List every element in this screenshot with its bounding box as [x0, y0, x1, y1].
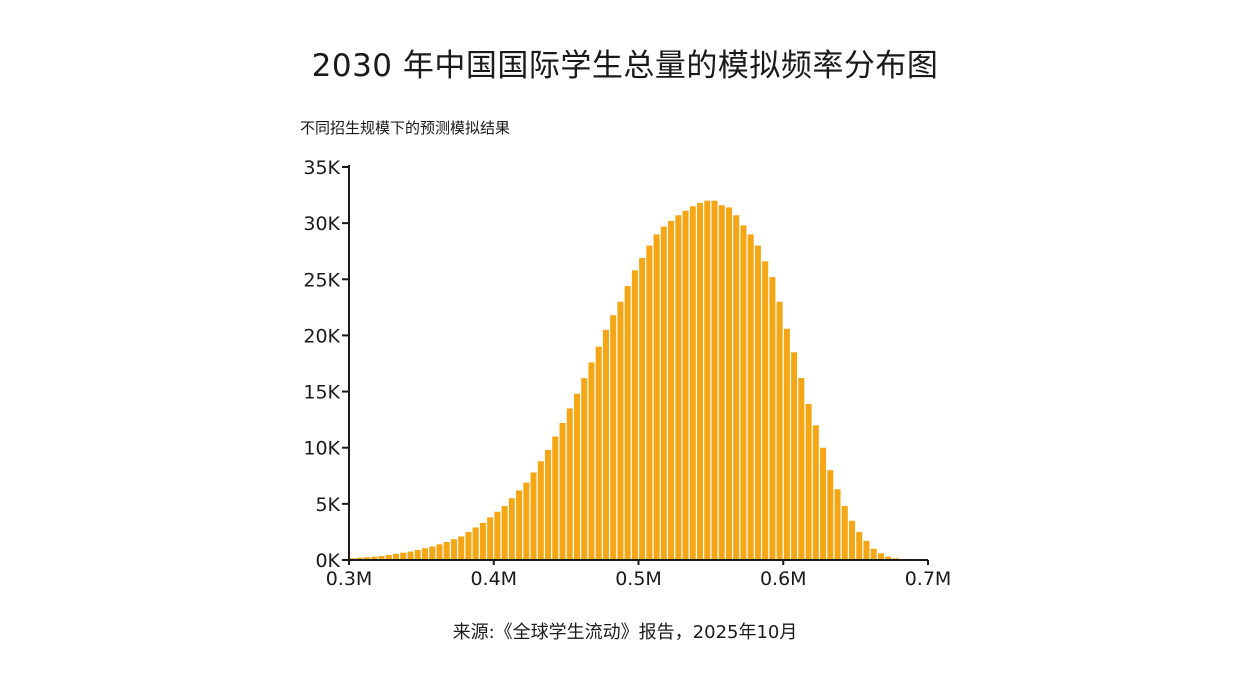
histogram-bar: [798, 378, 805, 560]
x-tick-label: 0.3M: [326, 568, 373, 590]
y-tick-label: 35K: [303, 157, 340, 179]
y-tick-label: 30K: [303, 213, 340, 235]
histogram-bar: [429, 546, 436, 560]
histogram-bar: [523, 482, 530, 560]
histogram-bar: [487, 517, 494, 560]
y-tick-label: 25K: [303, 269, 340, 291]
histogram-bar: [414, 549, 421, 560]
histogram-bar: [769, 277, 776, 560]
histogram-bar: [472, 527, 479, 560]
histogram-bar: [530, 472, 537, 560]
histogram-bar: [870, 548, 877, 560]
histogram-bar: [494, 511, 501, 560]
chart-source: 来源:《全球学生流动》报告，2025年10月: [452, 622, 798, 643]
histogram-bar: [841, 506, 848, 560]
histogram-bar: [848, 520, 856, 560]
histogram-bar: [356, 557, 363, 560]
histogram-bar: [443, 542, 450, 560]
y-tick-label: 20K: [303, 325, 340, 347]
histogram-bar: [465, 531, 472, 560]
histogram-bar: [660, 226, 667, 560]
histogram-bar: [501, 506, 508, 560]
histogram-bar: [827, 470, 834, 560]
histogram-bar: [385, 554, 392, 560]
histogram-bar: [508, 498, 515, 560]
histogram-bar: [552, 436, 559, 560]
histogram-bar: [689, 206, 696, 561]
histogram-bar: [747, 234, 754, 560]
histogram-bar: [740, 225, 747, 560]
x-tick-label: 0.7M: [905, 568, 952, 590]
histogram-bar: [856, 531, 863, 560]
histogram-bar: [733, 215, 740, 560]
histogram-bar: [458, 536, 465, 560]
histogram-bar: [602, 329, 609, 560]
histogram-bar: [610, 315, 617, 560]
histogram-bar: [516, 490, 523, 560]
histogram-bar: [400, 552, 407, 560]
histogram-bar: [631, 270, 638, 560]
histogram-bar: [711, 200, 718, 560]
histogram-bar: [834, 489, 841, 560]
histogram-bar: [675, 215, 682, 560]
x-tick-label: 0.6M: [760, 568, 807, 590]
histogram-bar: [545, 449, 552, 560]
x-tick-label: 0.4M: [470, 568, 517, 590]
histogram-bar: [805, 403, 812, 560]
chart-title: 2030 年中国国际学生总量的模拟频率分布图: [311, 48, 939, 84]
histogram-bar: [754, 245, 761, 560]
histogram-bar: [791, 352, 798, 560]
histogram-bar: [646, 245, 653, 560]
chart-subtitle: 不同招生规模下的预测模拟结果: [300, 119, 511, 137]
y-tick-label: 0K: [315, 550, 340, 572]
histogram-bar: [885, 556, 892, 560]
y-tick-label: 15K: [303, 382, 340, 404]
histogram-bar: [639, 257, 646, 560]
histogram-bar: [820, 447, 827, 560]
histogram-bar: [877, 553, 884, 560]
histogram-bar: [378, 556, 385, 560]
histogram-bar: [588, 362, 595, 560]
histogram-bar: [762, 261, 769, 560]
histogram-bar: [653, 234, 660, 560]
x-tick-label: 0.5M: [615, 568, 662, 590]
histogram-bar: [559, 423, 566, 560]
histogram-bar: [581, 378, 588, 560]
histogram-bar: [436, 544, 443, 560]
histogram-bar: [364, 557, 371, 560]
histogram-bar: [617, 301, 624, 560]
histogram-bar: [450, 539, 457, 560]
histogram-bar: [566, 408, 573, 560]
histogram-bar: [812, 425, 819, 560]
histogram-bar: [573, 393, 580, 560]
histogram-bar: [595, 346, 602, 560]
histogram-bar: [704, 200, 711, 560]
histogram-bar: [624, 286, 631, 560]
histogram-bar: [407, 551, 414, 560]
histogram-bar: [725, 207, 732, 561]
histogram-bar: [537, 461, 544, 560]
histogram-bar: [479, 522, 486, 560]
histogram-bar: [863, 540, 870, 560]
histogram-bar: [783, 328, 790, 560]
y-tick-label: 10K: [303, 438, 340, 460]
histogram-bar: [776, 301, 783, 560]
bars-group: [349, 200, 928, 561]
axes-group: 0K 5K 10K 15K 20K 25K 30K 35K 0.3M 0.4M 0.5M 0.6M 0.…: [303, 157, 951, 590]
histogram-bar: [718, 205, 725, 560]
y-tick-label: 5K: [315, 494, 340, 516]
histogram-bar: [697, 202, 704, 560]
histogram-bar: [421, 548, 429, 560]
histogram-bar: [682, 210, 689, 561]
histogram-bar: [393, 553, 400, 560]
histogram-bar: [668, 220, 675, 560]
histogram-bar: [371, 556, 378, 560]
